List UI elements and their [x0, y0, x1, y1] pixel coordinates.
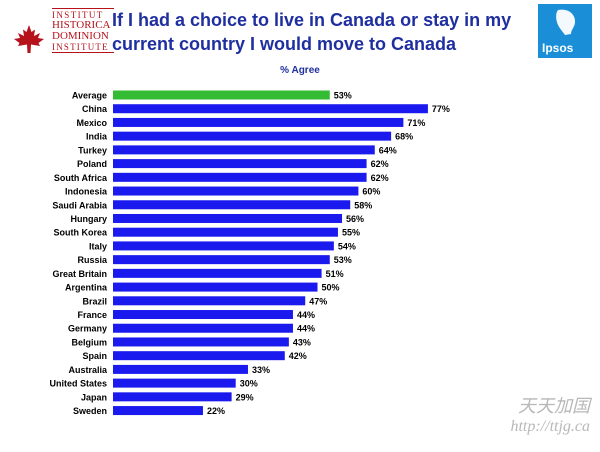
category-label: India — [86, 132, 108, 142]
value-label: 30% — [240, 379, 258, 389]
value-label: 56% — [346, 214, 364, 224]
category-label: United States — [49, 379, 107, 389]
value-label: 55% — [342, 228, 360, 238]
value-label: 44% — [297, 310, 315, 320]
bar — [113, 282, 318, 292]
bar — [113, 172, 367, 182]
ipsos-logo: Ipsos — [538, 4, 592, 58]
chart-title: If I had a choice to live in Canada or s… — [112, 10, 512, 54]
category-label: China — [82, 104, 108, 114]
value-label: 62% — [371, 159, 389, 169]
category-label: Turkey — [78, 145, 107, 155]
logo-line-4: INSTITUTE — [52, 42, 109, 52]
value-label: 22% — [207, 406, 225, 416]
value-label: 77% — [432, 104, 450, 114]
category-label: Spain — [82, 351, 107, 361]
bar — [113, 378, 236, 388]
category-label: Brazil — [82, 296, 107, 306]
category-label: South Korea — [53, 228, 107, 238]
category-label: Japan — [81, 392, 107, 402]
category-label: Australia — [68, 365, 108, 375]
value-label: 71% — [407, 118, 425, 128]
category-label: France — [77, 310, 107, 320]
value-label: 68% — [395, 132, 413, 142]
value-label: 60% — [362, 187, 380, 197]
bar — [113, 213, 343, 223]
bar — [113, 406, 203, 416]
category-label: Mexico — [76, 118, 107, 128]
bar — [113, 255, 330, 265]
ipsos-head-icon — [556, 9, 576, 35]
value-label: 33% — [252, 365, 270, 375]
bar — [113, 296, 306, 306]
category-label: Germany — [68, 324, 107, 334]
category-label: Italy — [89, 241, 107, 251]
category-label: Sweden — [73, 406, 107, 416]
value-label: 53% — [334, 255, 352, 265]
value-label: 58% — [354, 200, 372, 210]
chart-subtitle: % Agree — [280, 65, 320, 76]
watermark-line-2: http://ttjg.ca — [510, 418, 590, 435]
watermark: 天天加国 http://ttjg.ca — [470, 392, 590, 442]
watermark-line-1: 天天加国 — [518, 396, 590, 416]
bar — [113, 323, 293, 333]
value-label: 42% — [289, 351, 307, 361]
bar — [113, 200, 351, 210]
category-label: Poland — [77, 159, 107, 169]
bar — [113, 104, 428, 114]
value-label: 64% — [379, 145, 397, 155]
value-label: 53% — [334, 91, 352, 101]
bar — [113, 310, 293, 320]
bar — [113, 227, 338, 237]
bar — [113, 186, 359, 196]
logo-line-2: HISTORICA — [52, 19, 111, 31]
ipsos-logo-text: Ipsos — [542, 41, 574, 55]
value-label: 43% — [293, 337, 311, 347]
logo-line-1: INSTITUT — [52, 10, 104, 20]
bar — [113, 145, 375, 155]
bar — [113, 241, 334, 251]
maple-leaf-icon — [14, 25, 44, 53]
category-label: Hungary — [70, 214, 107, 224]
bar — [113, 364, 248, 374]
logo-line-3: DOMINION — [52, 30, 109, 42]
category-label: Great Britain — [52, 269, 107, 279]
bar — [113, 337, 289, 347]
category-label: South Africa — [54, 173, 108, 183]
value-label: 47% — [309, 296, 327, 306]
value-label: 29% — [236, 392, 254, 402]
bar — [113, 392, 232, 402]
category-label: Average — [72, 91, 107, 101]
bar — [113, 351, 285, 361]
value-label: 51% — [326, 269, 344, 279]
value-label: 54% — [338, 241, 356, 251]
category-label: Russia — [77, 255, 108, 265]
bar — [113, 159, 367, 169]
bar — [113, 90, 330, 100]
category-label: Indonesia — [65, 187, 108, 197]
historica-dominion-logo: INSTITUT HISTORICA DOMINION INSTITUTE — [12, 8, 114, 53]
category-label: Belgium — [71, 337, 107, 347]
value-label: 62% — [371, 173, 389, 183]
bar — [113, 268, 322, 278]
bar — [113, 131, 392, 141]
value-label: 44% — [297, 324, 315, 334]
category-label: Saudi Arabia — [52, 200, 108, 210]
value-label: 50% — [322, 283, 340, 293]
bar — [113, 117, 404, 127]
category-label: Argentina — [65, 283, 108, 293]
